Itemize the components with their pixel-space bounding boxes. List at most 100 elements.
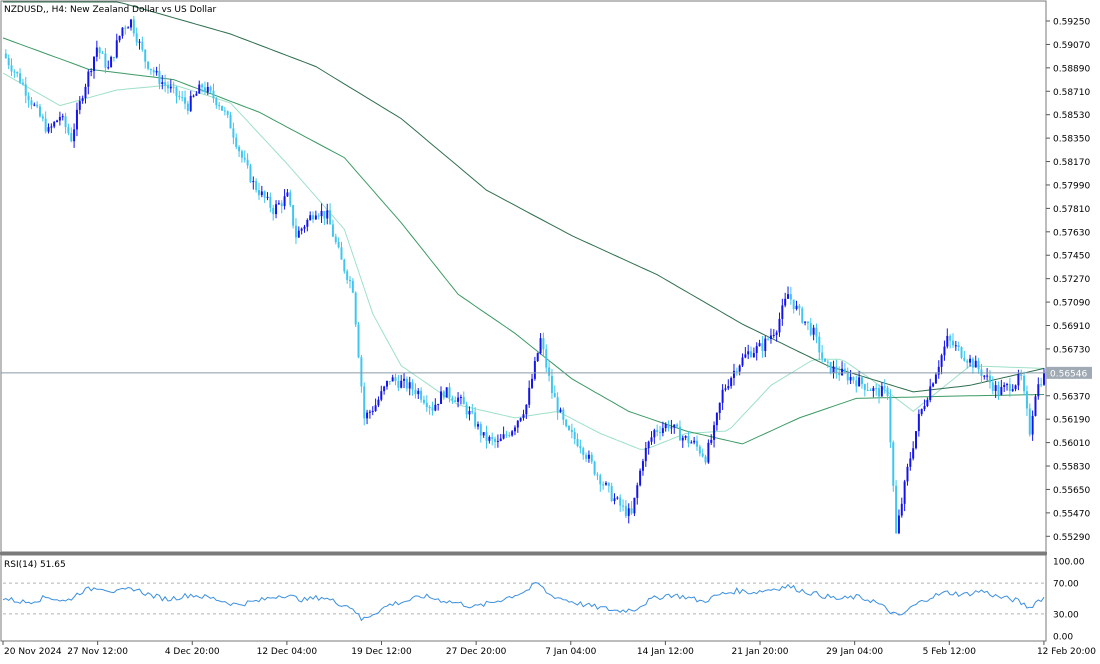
candle-body: [366, 412, 369, 419]
candle-body: [582, 448, 585, 455]
price-tick-label: 0.56730: [1053, 345, 1090, 355]
candle-body: [937, 366, 940, 375]
candle-body: [994, 385, 997, 392]
time-tick-label: 21 Jan 20:00: [732, 647, 789, 657]
candle-body: [536, 353, 539, 362]
candle-body: [513, 427, 516, 432]
candle-body: [647, 441, 650, 448]
candle-body: [957, 345, 960, 348]
price-tick-label: 0.56370: [1053, 392, 1090, 402]
panel-separator[interactable]: [0, 552, 1047, 555]
candle-body: [73, 129, 76, 142]
candle-body: [118, 35, 121, 41]
candle-body: [673, 424, 676, 428]
candle-body: [297, 230, 300, 238]
candle-body: [724, 388, 727, 390]
candle-body: [169, 86, 172, 89]
candle-body: [70, 133, 73, 142]
candle-body: [946, 335, 949, 347]
candle-body: [4, 53, 7, 58]
candle-body: [93, 56, 96, 72]
candle-body: [1034, 396, 1037, 416]
candle-body: [437, 403, 440, 405]
candle-body: [434, 404, 437, 411]
candle-body: [257, 190, 260, 196]
price-tick-label: 0.55290: [1053, 533, 1090, 543]
price-tick-label: 0.56190: [1053, 416, 1090, 426]
candle-body: [135, 33, 138, 43]
candle-body: [266, 196, 269, 198]
candle-body: [764, 338, 767, 351]
candle-body: [371, 410, 374, 412]
candle-body: [277, 203, 280, 205]
rsi-tick-label: 100.00: [1053, 558, 1085, 568]
candle-body: [690, 442, 693, 444]
candle-body: [633, 497, 636, 514]
candle-body: [897, 515, 900, 534]
candle-body: [704, 456, 707, 463]
candle-body: [841, 368, 844, 376]
candle-body: [334, 236, 337, 242]
candle-body: [317, 215, 320, 217]
candle-body: [915, 431, 918, 449]
candle-body: [1011, 389, 1014, 392]
candle-body: [539, 338, 542, 354]
candle-body: [696, 440, 698, 447]
price-tick-label: 0.57090: [1053, 299, 1090, 309]
candle-body: [525, 404, 528, 415]
candle-body: [229, 114, 232, 129]
candle-body: [795, 305, 798, 310]
candle-body: [602, 484, 605, 486]
candle-body: [604, 482, 607, 485]
candle-body: [21, 82, 24, 85]
candle-body: [238, 146, 241, 152]
candle-body: [553, 393, 556, 398]
candle-body: [627, 508, 630, 516]
candle-body: [744, 354, 747, 358]
candle-body: [474, 412, 477, 427]
candle-body: [1037, 384, 1040, 397]
candle-body: [920, 409, 923, 415]
candle-body: [38, 106, 41, 117]
candle-body: [7, 57, 10, 66]
candle-body: [727, 386, 730, 389]
candle-body: [312, 215, 315, 220]
candle-body: [172, 86, 175, 88]
candle-body: [1008, 384, 1011, 392]
candle-body: [346, 271, 349, 280]
candle-body: [232, 128, 235, 138]
candle-body: [735, 370, 738, 372]
candle-body: [246, 159, 249, 166]
time-tick-label: 14 Jan 12:00: [637, 647, 694, 657]
current-price-tag: [1046, 366, 1092, 379]
candle-body: [41, 116, 44, 119]
candle-body: [397, 381, 400, 388]
candle-body: [622, 505, 625, 507]
candle-body: [863, 384, 866, 390]
candle-body: [337, 241, 340, 248]
candle-body: [476, 424, 479, 427]
candle-body: [761, 343, 764, 351]
candle-body: [33, 104, 36, 106]
candle-body: [900, 503, 903, 516]
candle-body: [354, 292, 357, 325]
candle-body: [303, 226, 306, 229]
candle-body: [548, 367, 551, 376]
candle-body: [678, 426, 681, 441]
candle-body: [533, 361, 536, 379]
candle-body: [331, 224, 334, 237]
candle-body: [115, 40, 118, 58]
candle-body: [721, 389, 724, 403]
candle-body: [767, 338, 770, 340]
candle-body: [752, 353, 755, 358]
price-tick-label: 0.55650: [1053, 486, 1090, 496]
price-tick-label: 0.55830: [1053, 463, 1090, 473]
candle-body: [508, 434, 511, 436]
candle-body: [368, 411, 371, 413]
candle-body: [56, 120, 59, 123]
candle-body: [599, 475, 602, 485]
candle-body: [50, 126, 53, 128]
candle-body: [405, 378, 408, 389]
candle-body: [943, 346, 946, 356]
